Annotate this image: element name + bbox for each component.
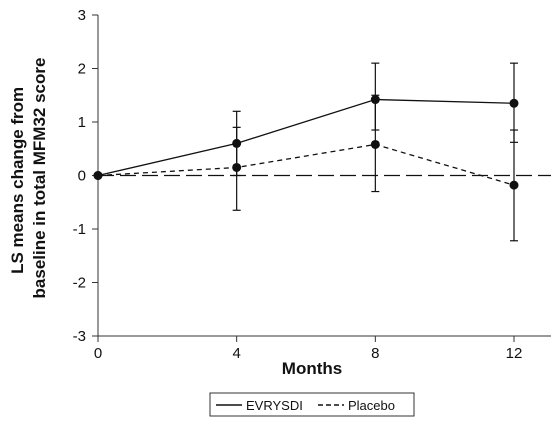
legend-label-placebo: Placebo bbox=[348, 398, 395, 413]
y-axis-title: LS means change from baseline in total M… bbox=[8, 58, 49, 299]
y-tick-label: 1 bbox=[78, 114, 86, 131]
y-tick-label: 2 bbox=[78, 61, 86, 78]
x-tick-label: 4 bbox=[232, 345, 240, 362]
y-tick-label: -1 bbox=[73, 221, 86, 238]
data-point-placebo bbox=[370, 139, 380, 149]
legend-box bbox=[209, 392, 415, 417]
series-line-evrysdi bbox=[97, 98, 515, 177]
y-axis-title-line-2: baseline in total MFM32 score bbox=[30, 58, 49, 299]
series-line-placebo bbox=[97, 143, 515, 186]
legend: EVRYSDI Placebo bbox=[209, 392, 415, 417]
x-tick-label: 8 bbox=[371, 345, 379, 362]
data-point-placebo bbox=[509, 180, 519, 190]
y-tick-label: -3 bbox=[73, 328, 86, 345]
y-tick-label: -2 bbox=[73, 275, 86, 292]
data-point-evrysdi bbox=[509, 98, 519, 108]
y-tick-label: 3 bbox=[78, 7, 86, 24]
legend-label-evrysdi: EVRYSDI bbox=[246, 398, 303, 413]
y-axis-title-line-1: LS means change from bbox=[8, 87, 27, 274]
plot-area: 3 2 1 0 -1 -2 -3 0 4 8 12 bbox=[73, 7, 551, 362]
data-point-placebo bbox=[232, 162, 242, 172]
x-tick-label: 12 bbox=[506, 345, 523, 362]
x-tick-label: 0 bbox=[94, 345, 102, 362]
x-axis-title: Months bbox=[282, 359, 342, 378]
y-tick-label: 0 bbox=[78, 168, 86, 185]
data-point-placebo bbox=[93, 171, 103, 180]
